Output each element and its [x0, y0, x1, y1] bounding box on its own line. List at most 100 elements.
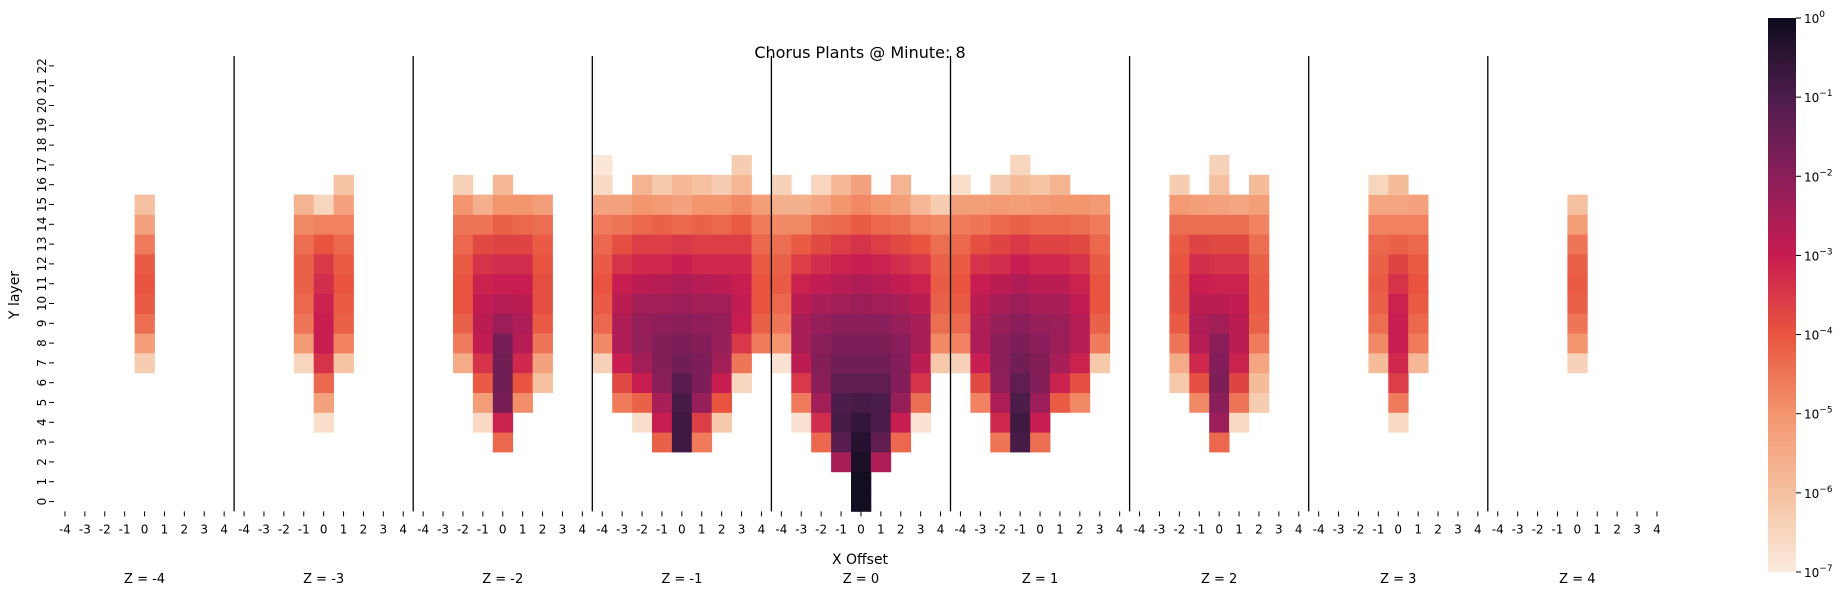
heatmap-cell: [1089, 254, 1111, 275]
heatmap-cell: [532, 372, 553, 393]
x-tick-label: -1: [1014, 522, 1026, 536]
heatmap-cell: [1030, 372, 1051, 393]
heatmap-cell: [1368, 353, 1389, 374]
heatmap-cell: [831, 333, 852, 354]
heatmap-cell: [652, 353, 673, 374]
heatmap-cell: [1209, 432, 1230, 453]
heatmap-cell: [811, 353, 832, 374]
heatmap-cell: [1408, 293, 1429, 314]
heatmap-cell: [1209, 254, 1230, 275]
heatmap-cell: [1229, 194, 1250, 215]
heatmap-cells: [134, 155, 1588, 512]
heatmap-cell: [771, 293, 792, 314]
heatmap-cell: [652, 293, 673, 314]
heatmap-cell: [632, 234, 653, 255]
x-tick-label: 1: [877, 522, 885, 536]
heatmap-cell: [831, 234, 852, 255]
panel-label: Z = -2: [482, 572, 523, 587]
heatmap-cell: [1010, 412, 1031, 433]
heatmap-cell: [990, 412, 1011, 433]
heatmap-cell: [1050, 234, 1071, 255]
heatmap-cell: [492, 313, 514, 334]
heatmap-cell: [1209, 214, 1230, 235]
heatmap-cell: [1249, 273, 1270, 294]
heatmap-cell: [691, 214, 713, 235]
heatmap-cell: [811, 313, 832, 334]
heatmap-cell: [831, 392, 852, 413]
heatmap-cell: [472, 333, 494, 354]
heatmap-cell: [134, 353, 155, 374]
x-tick-label: -1: [477, 522, 489, 536]
x-tick-label: 3: [1633, 522, 1641, 536]
heatmap-cell: [1209, 372, 1230, 393]
heatmap-cell: [1189, 333, 1210, 354]
heatmap-cell: [890, 412, 912, 433]
x-tick-label: 2: [181, 522, 189, 536]
heatmap-cell: [771, 273, 792, 294]
heatmap-cell: [731, 293, 752, 314]
x-tick-label: 1: [1414, 522, 1422, 536]
y-tick-label: 0: [35, 498, 49, 506]
heatmap-cell: [472, 254, 494, 275]
heatmap-cell: [592, 313, 613, 334]
heatmap-cell: [1408, 273, 1429, 294]
y-tick-label: 21: [35, 78, 49, 93]
x-tick-label: 2: [1434, 522, 1442, 536]
heatmap-cell: [1209, 234, 1230, 255]
heatmap-cell: [1368, 293, 1389, 314]
heatmap-cell: [970, 293, 991, 314]
heatmap-cell: [990, 194, 1011, 215]
heatmap-cell: [791, 353, 812, 374]
heatmap-cell: [333, 273, 354, 294]
heatmap-cell: [671, 333, 693, 354]
x-tick-label: -4: [954, 522, 966, 536]
heatmap-cell: [134, 333, 155, 354]
heatmap-cell: [731, 313, 752, 334]
heatmap-cell: [1408, 254, 1429, 275]
heatmap-cell: [1567, 214, 1588, 235]
x-tick-label: 4: [1653, 522, 1661, 536]
heatmap-cell: [1189, 214, 1210, 235]
heatmap-cell: [691, 194, 713, 215]
heatmap-cell: [652, 254, 673, 275]
colorbar: 10−7 10−6 10−5 10−4 10−3 10−2 10−1 100: [1768, 10, 1833, 580]
heatmap-cell: [910, 313, 931, 334]
heatmap-cell: [910, 214, 931, 235]
heatmap-cell: [970, 313, 991, 334]
heatmap-cell: [1408, 333, 1429, 354]
heatmap-cell: [1050, 174, 1071, 195]
heatmap-cell: [333, 214, 354, 235]
heatmap-cell: [851, 471, 872, 492]
x-tick-label: 4: [937, 522, 945, 536]
heatmap-cell: [492, 214, 514, 235]
heatmap-cell: [492, 353, 514, 374]
heatmap-cell: [592, 353, 613, 374]
heatmap-cell: [1050, 293, 1071, 314]
heatmap-cell: [532, 353, 553, 374]
heatmap-cell: [910, 392, 931, 413]
heatmap-cell: [134, 234, 155, 255]
heatmap-cell: [851, 412, 872, 433]
heatmap-cell: [851, 491, 872, 512]
heatmap-cell: [313, 333, 334, 354]
heatmap-cell: [532, 194, 553, 215]
heatmap-cell: [791, 293, 812, 314]
heatmap-cell: [1388, 372, 1409, 393]
heatmap-cell: [1189, 234, 1210, 255]
x-tick-label: -2: [1173, 522, 1185, 536]
colorbar-tick-label: 10−7: [1804, 564, 1833, 580]
heatmap-cell: [1010, 254, 1031, 275]
heatmap-cell: [1209, 174, 1230, 195]
x-tick-label: -4: [1134, 522, 1146, 536]
heatmap-cell: [1030, 353, 1051, 374]
heatmap-cell: [711, 234, 732, 255]
x-tick-label: 0: [857, 522, 865, 536]
panel-labels: Z = -4 Z = -3 Z = -2 Z = -1 Z = 0 Z = 1 Z = 2 Z…: [124, 572, 1595, 587]
heatmap-cell: [671, 353, 693, 374]
heatmap-cell: [791, 313, 812, 334]
colorbar-gradient: [1768, 18, 1796, 572]
heatmap-cell: [831, 412, 852, 433]
heatmap-cell: [811, 234, 832, 255]
heatmap-cell: [671, 432, 693, 453]
heatmap-cell: [293, 214, 315, 235]
